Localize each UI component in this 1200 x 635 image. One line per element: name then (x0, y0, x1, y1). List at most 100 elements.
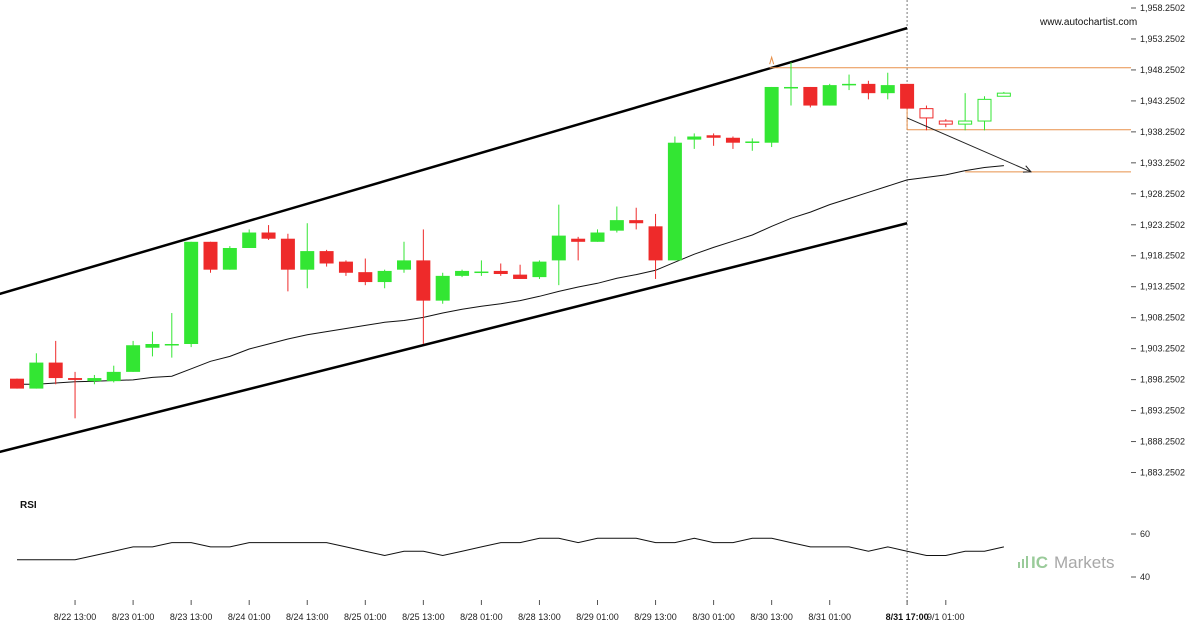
x-tick-label: 8/23 13:00 (170, 612, 213, 622)
rsi-panel: 60 40 (17, 529, 1150, 582)
candle (377, 269, 392, 289)
candle-body (745, 141, 760, 143)
candle (126, 340, 141, 372)
y-tick-label: 1,933.2502 (1140, 158, 1185, 168)
candle-body (725, 137, 740, 143)
candle-body (455, 270, 470, 276)
x-tick-label: 8/25 13:00 (402, 612, 445, 622)
candle (358, 258, 373, 286)
candle (706, 133, 721, 146)
candle (48, 340, 63, 385)
x-tick-label: 8/28 01:00 (460, 612, 503, 622)
candle (745, 138, 760, 151)
x-tick-label: 8/29 01:00 (576, 612, 619, 622)
candle-body (48, 362, 63, 379)
candle (222, 246, 237, 270)
candle (725, 136, 740, 149)
candle (493, 263, 508, 276)
candle (667, 136, 682, 261)
y-tick-label: 1,918.2502 (1140, 251, 1185, 261)
candle (880, 72, 895, 100)
y-tick-label: 1,888.2502 (1140, 437, 1185, 447)
candle-body (590, 232, 605, 242)
candle-body (184, 241, 199, 344)
candle-body (126, 345, 141, 372)
candle-body (667, 142, 682, 261)
y-tick-label: 1,913.2502 (1140, 282, 1185, 292)
candle-body (958, 120, 973, 125)
candle-body (784, 86, 798, 89)
candle-body (68, 378, 83, 380)
candle (164, 313, 179, 358)
moving-average (17, 165, 1004, 385)
x-tick-label: 8/31 01:00 (808, 612, 851, 622)
candle (68, 371, 83, 419)
candle (300, 223, 315, 289)
y-tick-label: 1,923.2502 (1140, 220, 1185, 230)
x-tick-label: 8/25 01:00 (344, 612, 387, 622)
candle (648, 213, 663, 279)
channel-upper-line (0, 26, 908, 296)
candle-body (397, 260, 411, 270)
candle (958, 93, 973, 131)
candle (938, 119, 953, 128)
rsi-line (17, 537, 1005, 561)
x-axis-ticks: 8/22 13:00 8/23 01:00 8/23 13:00 8/24 01:00… (54, 600, 965, 622)
candle (261, 225, 276, 240)
candle (319, 249, 334, 267)
candle (784, 62, 798, 106)
candle-body (900, 83, 915, 109)
candle (996, 91, 1011, 97)
candle (416, 229, 431, 344)
candle (455, 269, 470, 278)
candle-body (493, 270, 508, 275)
y-axis-ticks: 1,958.2502 1,953.2502 1,948.2502 1,943.2502… (1131, 3, 1185, 478)
y-tick-label: 1,903.2502 (1140, 344, 1185, 354)
peak-marker (769, 55, 775, 65)
x-tick-label: 8/24 01:00 (228, 612, 271, 622)
y-tick-label: 1,928.2502 (1140, 189, 1185, 199)
candle-body (164, 344, 179, 346)
candle-body (880, 85, 895, 94)
y-tick-label: 1,898.2502 (1140, 375, 1185, 385)
candle-body (222, 248, 237, 270)
y-tick-label: 1,958.2502 (1140, 3, 1185, 13)
candle (532, 260, 547, 279)
candle (29, 353, 44, 389)
candle-body (203, 241, 218, 270)
candle-body (803, 86, 818, 106)
y-tick-label: 1,953.2502 (1140, 34, 1185, 44)
candle-body (338, 261, 353, 273)
candle-body (145, 344, 160, 348)
candle-body (280, 238, 295, 270)
x-tick-label: 9/1 01:00 (927, 612, 965, 622)
candle-body (842, 83, 857, 86)
brand-prefix: IC (1031, 553, 1048, 572)
candle-body (706, 135, 721, 138)
y-tick-label: 1,883.2502 (1140, 468, 1185, 478)
x-tick-label: 8/22 13:00 (54, 612, 97, 622)
candle (590, 229, 605, 242)
candle-body (532, 261, 547, 278)
candle-body (474, 271, 489, 274)
candle-body (416, 260, 431, 301)
candle (803, 86, 818, 108)
candle-body (319, 251, 334, 264)
candle-body (300, 251, 315, 270)
y-tick-label: 1,908.2502 (1140, 313, 1185, 323)
candle-body (358, 272, 373, 283)
moving-average-line (17, 165, 1004, 385)
x-tick-label: 8/30 13:00 (750, 612, 793, 622)
candle-body (977, 98, 992, 122)
candle-body (10, 378, 24, 389)
rsi-tick-label: 60 (1140, 529, 1150, 539)
candle-body (106, 371, 121, 382)
candle (10, 378, 24, 389)
x-tick-label: 8/30 01:00 (692, 612, 735, 622)
y-tick-label: 1,938.2502 (1140, 127, 1185, 137)
x-tick-label: 8/29 13:00 (634, 612, 677, 622)
candles (10, 62, 1011, 419)
candle-body (261, 232, 276, 239)
candle-body (629, 220, 644, 224)
